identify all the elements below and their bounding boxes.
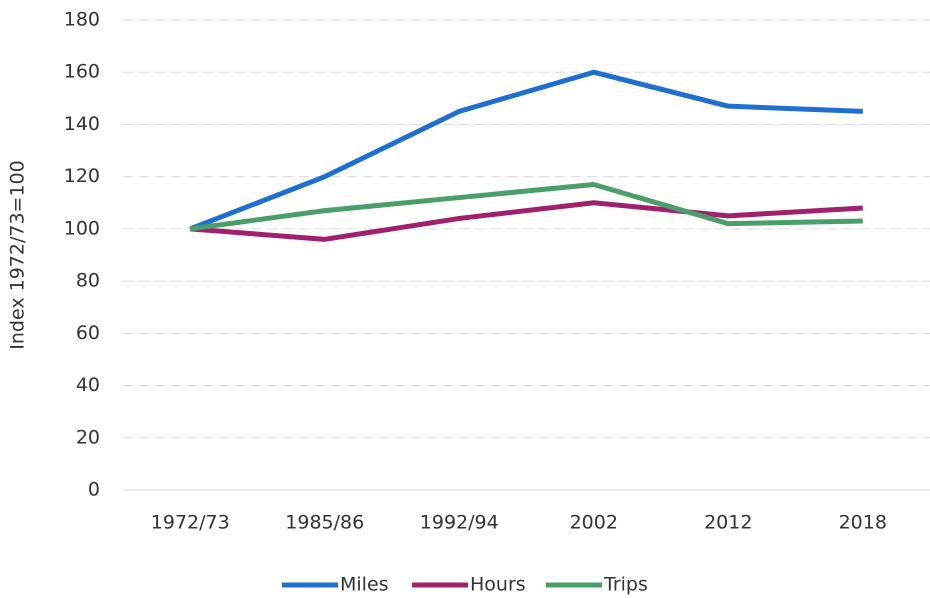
y-tick-label: 40 xyxy=(76,374,100,396)
legend-label: Miles xyxy=(340,574,389,596)
x-tick-label: 1992/94 xyxy=(420,512,499,534)
legend-label: Trips xyxy=(603,574,648,596)
y-tick-label: 160 xyxy=(64,61,100,83)
x-tick-label: 2018 xyxy=(839,512,887,534)
y-tick-label: 180 xyxy=(64,9,100,31)
legend-label: Hours xyxy=(470,574,526,596)
data-line xyxy=(189,69,863,232)
y-tick-label: 140 xyxy=(64,113,100,135)
y-tick-label: 20 xyxy=(76,426,100,448)
y-tick-label: 100 xyxy=(64,217,100,239)
data-line xyxy=(190,200,863,242)
x-tick-label: 1985/86 xyxy=(285,512,364,534)
x-tick-label: 1972/73 xyxy=(151,512,230,534)
y-tick-label: 0 xyxy=(88,479,100,501)
y-axis-label: Index 1972/73=100 xyxy=(7,160,29,349)
y-tick-label: 120 xyxy=(64,165,100,187)
x-tick-label: 2012 xyxy=(704,512,752,534)
y-tick-label: 60 xyxy=(76,322,100,344)
data-line xyxy=(189,182,863,232)
x-tick-label: 2002 xyxy=(570,512,618,534)
y-tick-label: 80 xyxy=(76,270,100,292)
